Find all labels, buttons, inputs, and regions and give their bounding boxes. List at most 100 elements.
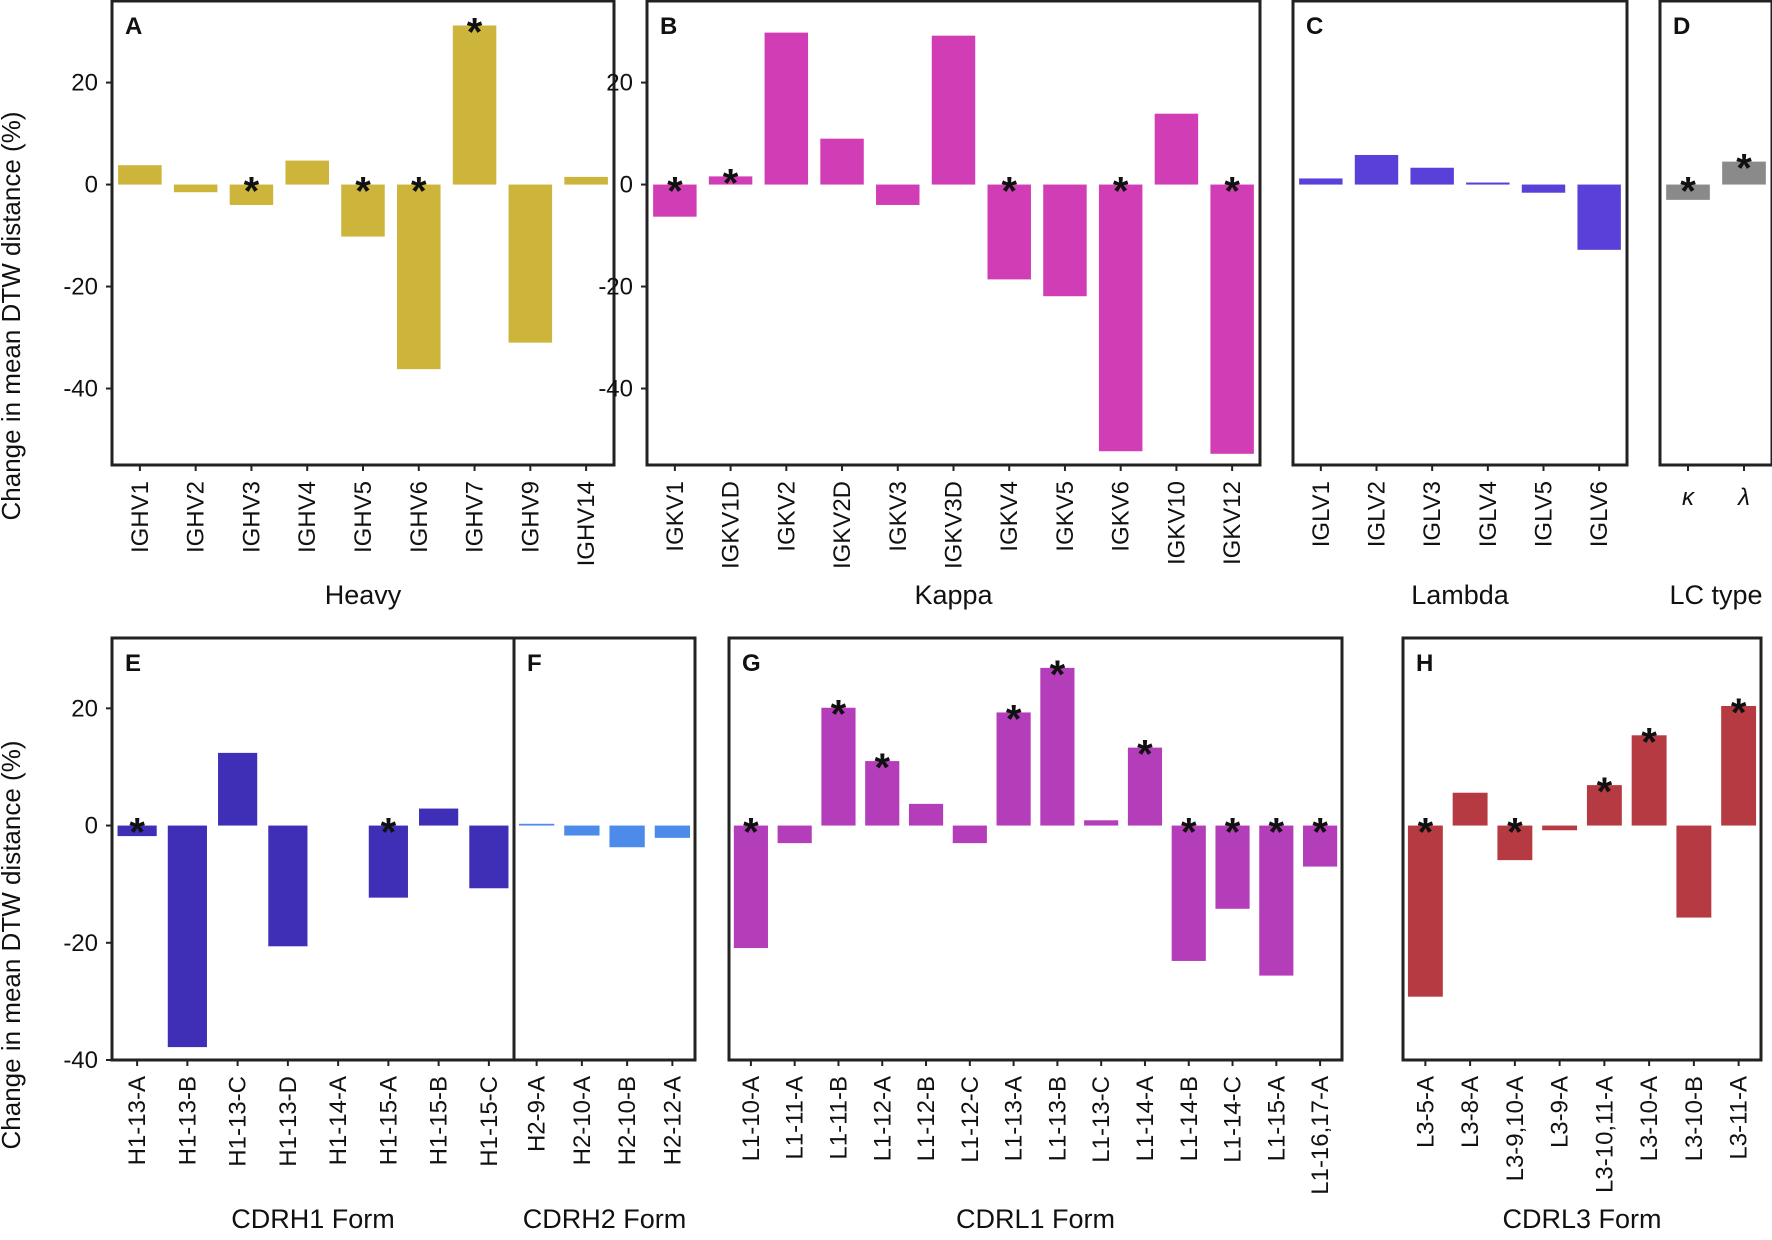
bar-b-5 [931,35,976,185]
panels: IGHV1 IGHV2 * IGHV3 IGHV4 * IGHV5 * IGHV6 * IGHV7 I… [63,0,1772,1234]
significance-star: * [1641,720,1657,764]
x-tick-label: IGKV6 [1108,481,1135,552]
bar-h-0 [1407,825,1443,997]
x-tick-label: L1-14-B [1176,1076,1203,1161]
bar-h-3 [1542,825,1578,831]
y-axis-label-top: Change in mean DTW distance (%) [0,112,26,521]
x-tick-label: H1-14-A [325,1076,352,1165]
bar-e-2 [218,752,258,826]
significance-star: * [467,10,483,54]
x-tick-label: IGKV2D [829,481,856,569]
significance-star: * [1731,691,1747,735]
x-tick-label: L1-16,17-A [1307,1076,1334,1195]
x-tick-label: L3-10,11-A [1591,1076,1618,1193]
panel-frame [1401,636,1763,1062]
bar-e-6 [419,808,459,826]
x-tick-label: H1-13-A [124,1076,151,1165]
x-tick-label: H1-13-C [225,1076,252,1167]
panel-frame [110,0,616,467]
x-tick-label: IGLV1 [1308,481,1335,547]
x-tick-label: IGLV3 [1419,481,1446,547]
y-tick-label: -40 [63,376,98,403]
y-tick-label: 0 [85,172,98,199]
x-tick-label: L3-10-A [1636,1076,1663,1161]
panel-letter: E [125,650,141,677]
panel-letter: A [125,13,142,40]
x-tick-label: IGKV12 [1219,481,1246,565]
significance-star: * [831,693,847,737]
significance-star: * [1006,697,1022,741]
bar-c-5 [1577,184,1621,250]
significance-star: * [667,170,683,214]
bar-b-9 [1154,113,1199,185]
bar-h-2 [1497,825,1533,861]
significance-star: * [874,746,890,790]
x-axis-label: CDRL3 Form [1502,1204,1661,1234]
y-tick-label: -20 [63,930,98,957]
x-axis-label: CDRL1 Form [956,1204,1115,1234]
panel-letter: D [1673,13,1690,40]
x-tick-label: λ [1736,484,1750,511]
x-tick-label: H1-13-B [174,1076,201,1165]
x-tick-label: L1-13-B [1044,1076,1071,1161]
x-tick-label: IGKV2 [773,481,800,552]
bar-h-1 [1452,792,1488,826]
x-tick-label: H1-15-A [375,1076,402,1165]
x-tick-label: L1-14-A [1132,1076,1159,1161]
x-tick-label: IGKV10 [1163,481,1190,565]
x-axis-label: Kappa [914,580,993,610]
bar-h-6 [1676,825,1712,918]
bar-g-8 [1084,820,1119,826]
bar-a-2 [229,184,274,205]
bar-g-6 [996,712,1031,826]
panel-frame [727,636,1344,1062]
x-tick-label: L1-13-C [1088,1076,1115,1163]
panel-frame [1658,0,1772,467]
bar-a-0 [118,165,162,185]
panel-e: * H1-13-A H1-13-B H1-13-C H1-13-D H1-14-A * H1-… [63,636,516,1234]
bar-a-8 [564,176,608,185]
y-tick-label: -40 [598,376,633,403]
bar-h-4 [1586,785,1622,826]
significance-star: * [381,811,397,855]
x-tick-label: IGHV7 [462,481,489,553]
bar-g-7 [1040,667,1075,826]
x-tick-label: L3-8-A [1457,1076,1484,1148]
x-tick-label: κ [1682,484,1696,511]
bar-a-7 [508,184,553,343]
x-tick-label: IGHV5 [350,481,377,553]
x-tick-label: IGKV1D [718,481,745,569]
x-tick-label: IGKV3D [941,481,968,569]
significance-star: * [723,161,739,205]
bar-b-10 [1210,184,1254,454]
x-axis-label: Lambda [1411,580,1510,610]
x-tick-label: L1-13-A [1001,1076,1028,1161]
panel-c: IGLV1 IGLV2 IGLV3 IGLV4 IGLV5 IGLV6 C Lambda [1291,0,1629,610]
x-tick-label: IGKV1 [662,481,689,552]
significance-star: * [129,811,145,855]
panel-b: * IGKV1 * IGKV1D IGKV2 IGKV2D IGKV3 IGKV3D * IGKV… [598,0,1262,610]
x-axis-label: CDRH1 Form [231,1204,395,1234]
x-tick-label: IGLV4 [1475,481,1502,547]
x-tick-label: L3-10-B [1681,1076,1708,1161]
x-tick-label: IGLV2 [1364,481,1391,547]
panel-d: * κ * λ D LC type [1658,0,1772,610]
bar-g-3 [865,761,900,826]
significance-star: * [1050,653,1066,697]
significance-star: * [1736,147,1752,191]
bar-g-12 [1259,825,1294,976]
bar-g-11 [1215,825,1250,909]
panel-g: * L1-10-A L1-11-A * L1-11-B * L1-12-A L1-12-B L1… [727,636,1344,1234]
x-tick-label: IGHV9 [517,481,544,553]
x-tick-label: L3-11-A [1726,1076,1753,1160]
panel-letter: C [1306,13,1323,40]
bar-g-13 [1303,825,1338,867]
x-tick-label: H2-9-A [524,1076,551,1152]
bar-f-1 [564,825,600,836]
bar-a-4 [341,184,385,237]
significance-star: * [1137,733,1153,777]
significance-star: * [743,811,759,855]
x-axis-label: CDRH2 Form [523,1204,687,1234]
significance-star: * [1225,811,1241,855]
